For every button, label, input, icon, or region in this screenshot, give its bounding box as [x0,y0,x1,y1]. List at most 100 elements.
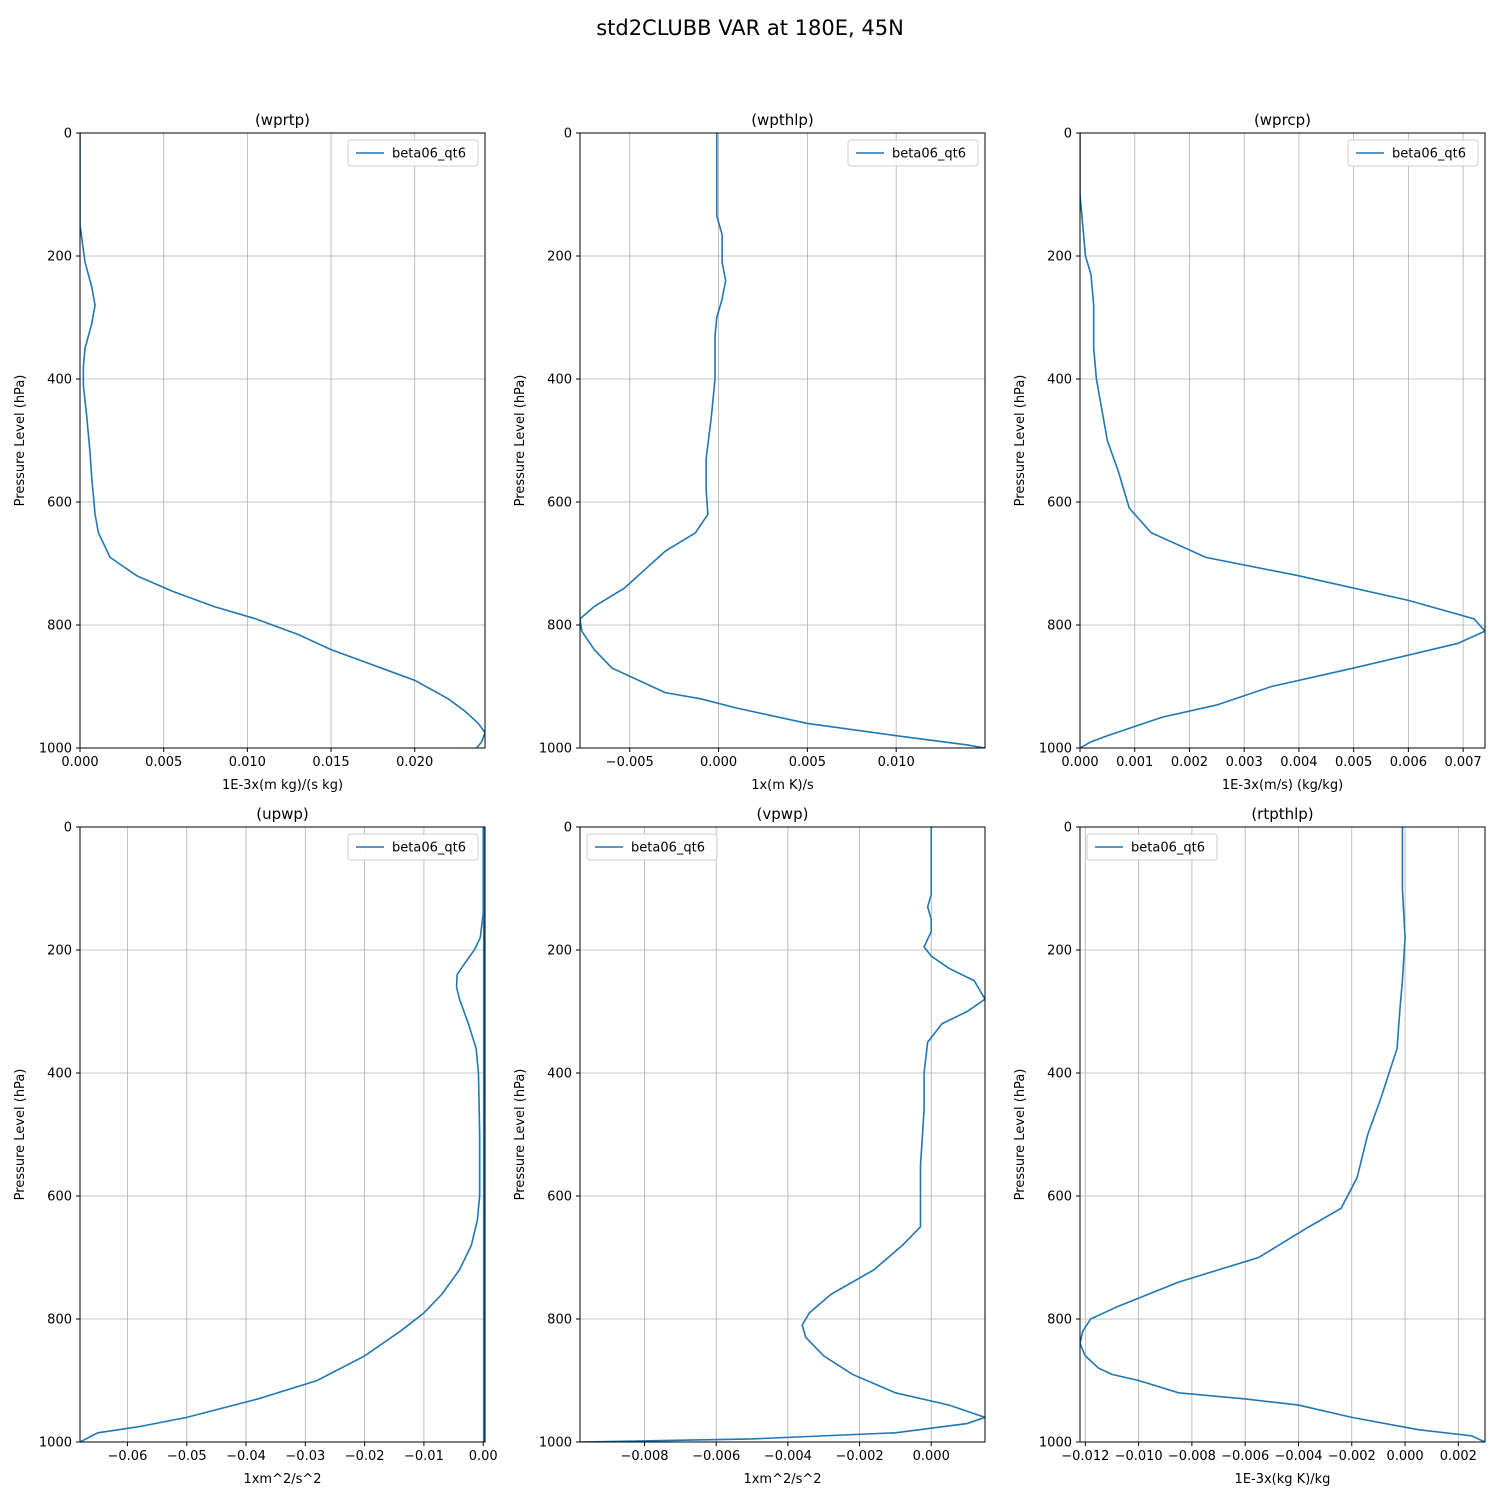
y-tick-label: 800 [1047,619,1072,634]
y-tick-label: 1000 [539,742,572,757]
y-tick-label: 0 [564,127,572,142]
y-tick-label: 0 [1064,127,1072,142]
x-tick-label: −0.004 [1274,1449,1322,1464]
x-axis-label: 1xm^2/s^2 [743,1472,821,1487]
legend-label: beta06_qt6 [1131,841,1205,856]
legend-box [1347,139,1479,167]
legend-box [347,139,479,167]
axes-frame [1079,132,1486,749]
legend: beta06_qt6 [347,833,479,861]
y-tick-label: 800 [47,619,72,634]
x-tick-label: 0.001 [1116,755,1153,770]
subplot-3: 0.000 0.001 0.002 0.003 0.004 0.005 0.006 0.007… [1013,111,1486,793]
x-tick-label: 0.003 [1226,755,1263,770]
x-tick-label: 0.000 [700,755,737,770]
x-tick-label: −0.008 [620,1449,668,1464]
x-tick-label: 0.006 [1390,755,1427,770]
y-tick-label: 400 [47,1067,72,1082]
axes-frame [79,826,486,1443]
y-axis-label: Pressure Level (hPa) [513,375,528,507]
y-tick-label: 400 [547,1067,572,1082]
y-tick-label: 600 [1047,1190,1072,1205]
x-tick-label: 0.010 [229,755,266,770]
x-tick-label: −0.01 [404,1449,444,1464]
axes-frame [79,132,486,749]
x-tick-label: 0.002 [1171,755,1208,770]
y-tick-label: 0 [64,127,72,142]
x-tick-label: 0.005 [1335,755,1372,770]
legend-box [847,139,979,167]
y-tick-label: 0 [564,821,572,836]
legend: beta06_qt6 [1086,833,1218,861]
axes-frame [1079,826,1486,1443]
x-tick-label: −0.04 [226,1449,266,1464]
subplot-1: 0.000 0.005 0.010 0.015 0.020 0 200 400 600 800 10… [13,111,486,793]
x-tick-label: −0.06 [108,1449,148,1464]
x-tick-label: −0.05 [167,1449,207,1464]
subplot-5: −0.008 −0.006 −0.004 −0.002 0.000 0 200 400 600 8… [513,805,986,1487]
x-tick-label: 0.005 [789,755,826,770]
y-tick-label: 800 [47,1313,72,1328]
x-tick-label: −0.006 [692,1449,740,1464]
subplot-title: (upwp) [256,805,309,823]
series-line-beta06_qt6 [580,133,985,748]
x-tick-label: 0.000 [913,1449,950,1464]
x-tick-label: −0.004 [764,1449,812,1464]
subplot-4: −0.06 −0.05 −0.04 −0.03 −0.02 −0.01 0.00 0 200 40… [13,805,498,1487]
subplot-6: −0.012 −0.010 −0.008 −0.006 −0.004 −0.002 0.00… [1013,805,1486,1487]
y-axis-label: Pressure Level (hPa) [513,1069,528,1201]
subplot-title: (wprcp) [1254,111,1311,129]
x-tick-label: 0.007 [1444,755,1481,770]
series-line-beta06_qt6 [80,827,485,1442]
series-line-beta06_qt6 [80,133,485,748]
x-tick-label: 0.005 [145,755,182,770]
legend-box [586,833,718,861]
x-tick-label: −0.012 [1061,1449,1109,1464]
legend-label: beta06_qt6 [892,147,966,162]
y-tick-label: 1000 [39,1436,72,1451]
legend-box [347,833,479,861]
x-tick-label: 0.015 [312,755,349,770]
legend: beta06_qt6 [586,833,718,861]
subplot-title: (wprtp) [255,111,310,129]
y-tick-label: 1000 [39,742,72,757]
y-tick-label: 1000 [539,1436,572,1451]
y-tick-label: 1000 [1039,742,1072,757]
legend-box [1086,833,1218,861]
y-tick-label: 400 [1047,1067,1072,1082]
y-tick-label: 600 [47,496,72,511]
x-tick-label: 0.000 [1061,755,1098,770]
y-tick-label: 600 [547,1190,572,1205]
subplot-title: (wpthlp) [751,111,814,129]
x-axis-label: 1E-3x(m kg)/(s kg) [222,778,343,793]
y-axis-label: Pressure Level (hPa) [13,1069,28,1201]
series-line-beta06_qt6 [580,827,985,1442]
y-axis-label: Pressure Level (hPa) [1013,375,1028,507]
y-tick-label: 400 [547,373,572,388]
y-tick-label: 800 [547,619,572,634]
x-tick-label: −0.005 [606,755,654,770]
x-tick-label: 0.00 [469,1449,498,1464]
y-tick-label: 200 [547,250,572,265]
series-line-beta06_qt6 [1080,133,1485,748]
y-tick-label: 200 [1047,944,1072,959]
legend: beta06_qt6 [847,139,979,167]
x-tick-label: 0.010 [878,755,915,770]
y-tick-label: 600 [1047,496,1072,511]
x-axis-label: 1xm^2/s^2 [243,1472,321,1487]
y-axis-label: Pressure Level (hPa) [13,375,28,507]
x-tick-label: 0.020 [396,755,433,770]
y-tick-label: 800 [1047,1313,1072,1328]
y-tick-label: 800 [547,1313,572,1328]
legend-label: beta06_qt6 [1392,147,1466,162]
legend-label: beta06_qt6 [392,147,466,162]
x-tick-label: −0.010 [1115,1449,1163,1464]
x-tick-label: −0.002 [1328,1449,1376,1464]
y-tick-label: 200 [47,250,72,265]
y-tick-label: 600 [47,1190,72,1205]
y-tick-label: 600 [547,496,572,511]
axes-frame [579,132,986,749]
x-tick-label: −0.02 [345,1449,385,1464]
legend-label: beta06_qt6 [392,841,466,856]
